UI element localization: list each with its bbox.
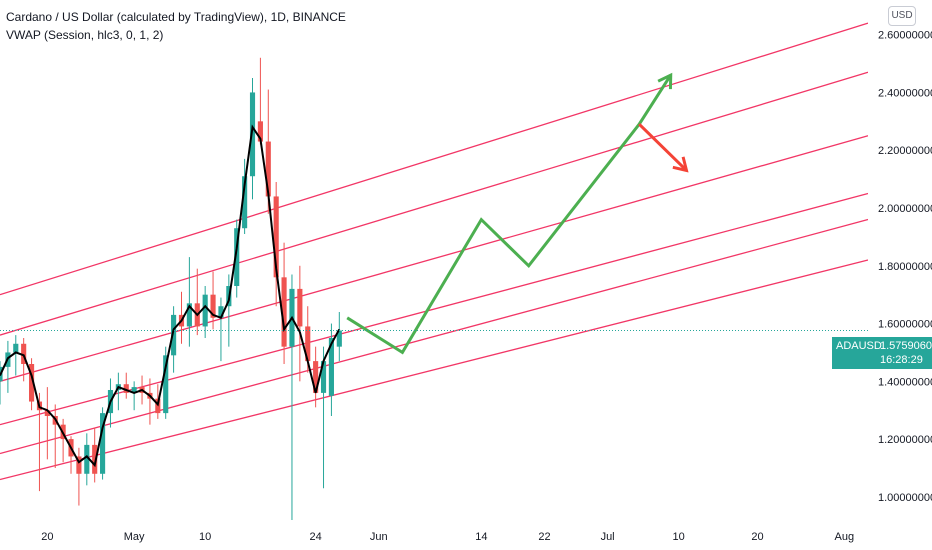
candle-body: [28, 364, 35, 402]
y-tick-label: 1.60000000: [878, 319, 932, 331]
x-tick-label: 10: [199, 531, 211, 543]
candlestick-series: [0, 57, 342, 520]
candle-body: [265, 141, 271, 197]
candle-body: [281, 277, 287, 347]
candle-body: [92, 444, 98, 474]
channel-line: [0, 135, 869, 382]
candle-body: [76, 456, 82, 474]
vwap-path: [0, 124, 341, 468]
candle-body: [218, 306, 224, 318]
candle-body: [273, 196, 279, 278]
vwap-line: [0, 124, 341, 468]
bullish-projection-path: [346, 74, 672, 355]
bearish-arrowhead: [672, 156, 689, 173]
currency-button[interactable]: USD: [888, 6, 916, 26]
candle-body: [202, 294, 208, 327]
channel-line: [0, 259, 869, 481]
x-tick-label: 24: [310, 531, 322, 543]
candle-body: [186, 303, 192, 327]
candle-body: [234, 228, 240, 286]
channel-line: [0, 22, 869, 296]
x-tick-label: 20: [41, 531, 53, 543]
y-tick-label: 2.20000000: [878, 145, 932, 157]
price-label-symbol: ADAUSD: [836, 340, 882, 352]
y-tick-label: 2.00000000: [878, 203, 932, 215]
x-tick-label: 22: [538, 531, 550, 543]
candle-body: [328, 338, 334, 396]
candle-body: [131, 387, 137, 393]
candle-body: [84, 444, 90, 474]
channel-line: [0, 192, 869, 426]
candle-body: [44, 410, 50, 416]
channel-line: [0, 218, 869, 455]
candle-body: [297, 288, 303, 327]
y-tick-label: 2.60000000: [878, 30, 932, 42]
price-label: ADAUSD 1.57590604 16:28:29: [832, 337, 932, 369]
candle-body: [305, 326, 311, 362]
candle-body: [21, 343, 27, 364]
y-tick-label: 1.20000000: [878, 434, 932, 446]
candle-body: [100, 413, 106, 474]
x-tick-label: 20: [751, 531, 763, 543]
x-tick-label: 14: [475, 531, 487, 543]
candle-body: [163, 355, 169, 414]
y-tick-label: 1.00000000: [878, 492, 932, 504]
candle-body: [123, 384, 129, 393]
y-axis-panel[interactable]: [868, 0, 932, 550]
indicator-title[interactable]: VWAP (Session, hlc3, 0, 1, 2): [6, 28, 164, 42]
candle-body: [242, 176, 248, 229]
x-tick-label: Jun: [370, 531, 388, 543]
candle-body: [257, 121, 263, 142]
channel-line: [0, 71, 869, 336]
candle-body: [336, 330, 342, 347]
price-label-value: 1.57590604: [880, 340, 932, 352]
bar-countdown: 16:28:29: [880, 354, 923, 366]
candle-body: [313, 361, 319, 393]
y-tick-label: 2.40000000: [878, 87, 932, 99]
x-axis: 20 May 10 24 Jun 14 22 Jul 10 20 Aug: [41, 531, 854, 543]
y-axis: 1.00000000 1.20000000 1.40000000 1.60000000…: [878, 30, 932, 504]
y-tick-label: 1.40000000: [878, 376, 932, 388]
projection-arrows: [346, 72, 689, 355]
x-tick-label: May: [124, 531, 145, 543]
chart-legend: Cardano / US Dollar (calculated by Tradi…: [6, 8, 346, 44]
bearish-projection-path: [638, 123, 688, 172]
x-tick-label: Jul: [601, 531, 615, 543]
candle-body: [320, 361, 327, 393]
symbol-title[interactable]: Cardano / US Dollar (calculated by Tradi…: [6, 10, 346, 24]
y-tick-label: 1.80000000: [878, 261, 932, 273]
x-tick-label: 10: [672, 531, 684, 543]
x-tick-label: Aug: [835, 531, 855, 543]
regression-channel-lines: [0, 22, 869, 481]
candle-body: [171, 314, 177, 356]
bullish-arrowhead: [657, 72, 673, 90]
candle-body: [210, 294, 216, 318]
candle-body: [13, 343, 19, 353]
